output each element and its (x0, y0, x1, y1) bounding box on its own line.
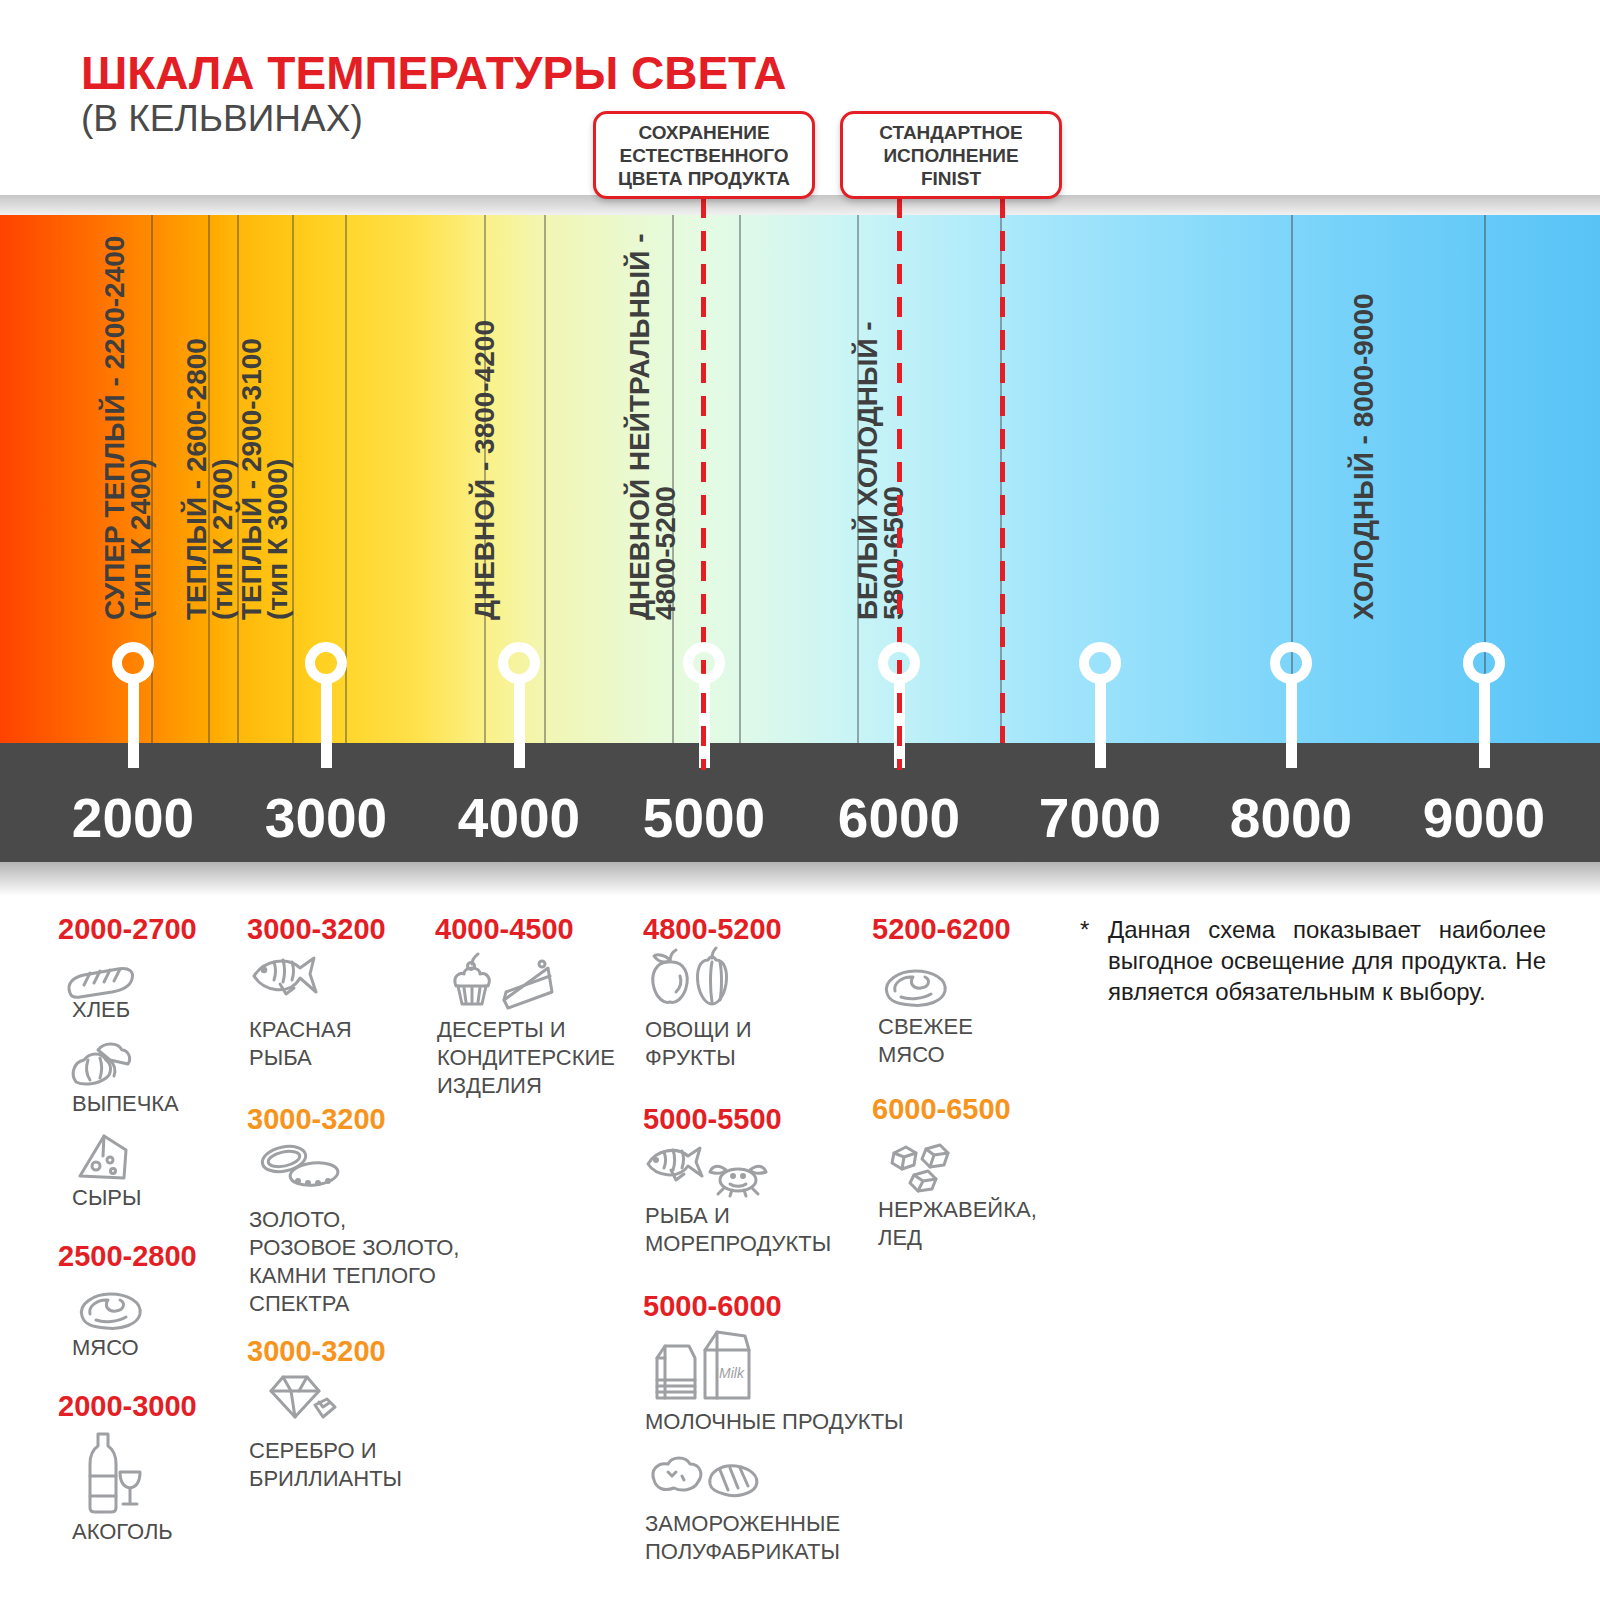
scale-marker-ring (498, 642, 540, 684)
scale-band-label: ХОЛОДНЫЙ - 8000-9000 (1351, 293, 1377, 620)
range-title: 5000-5500 (643, 1103, 782, 1136)
range-title: 2000-3000 (58, 1390, 197, 1423)
scale-band-label: СУПЕР ТЕПЛЫЙ - 2200-2400 (тип К 2400) (102, 236, 154, 620)
product-label: МОЛОЧНЫЕ ПРОДУКТЫ (645, 1408, 904, 1436)
product-label: СВЕЖЕЕ МЯСО (878, 1013, 973, 1069)
product-label: ХЛЕБ (72, 996, 130, 1024)
scale-marker-ring (878, 642, 920, 684)
scale-marker-stem (514, 682, 525, 768)
gold-rings-icon (256, 1141, 344, 1191)
croissant-icon (68, 1036, 134, 1088)
product-label: РЫБА И МОРЕПРОДУКТЫ (645, 1202, 831, 1258)
callout-connector-line (1000, 198, 1005, 743)
stainless-ice-icon (886, 1141, 964, 1195)
axis-bar-shadow (0, 862, 1600, 896)
scale-marker-ring (112, 642, 154, 684)
product-label: ЗОЛОТО, РОЗОВОЕ ЗОЛОТО, КАМНИ ТЕПЛОГО СП… (249, 1206, 459, 1318)
footnote-text: Данная схема показывает наиболее выгодно… (1108, 914, 1546, 1007)
range-title: 3000-3200 (247, 913, 386, 946)
svg-text:Milk: Milk (719, 1365, 745, 1381)
scale-marker-stem (1095, 682, 1106, 768)
range-title: 4000-4500 (435, 913, 574, 946)
range-title: 3000-3200 (247, 1335, 386, 1368)
scale-divider (544, 215, 546, 743)
scale-marker-stem (321, 682, 332, 768)
alcohol-icon (86, 1432, 142, 1516)
range-title: 6000-6500 (872, 1093, 1011, 1126)
cheese-icon (76, 1126, 130, 1182)
product-label: КРАСНАЯ РЫБА (249, 1016, 352, 1072)
scale-marker-stem (128, 682, 139, 768)
footnote-marker: * (1080, 916, 1089, 944)
range-title: 2000-2700 (58, 913, 197, 946)
product-label: НЕРЖАВЕЙКА, ЛЕД (878, 1196, 1037, 1252)
scale-marker-ring (305, 642, 347, 684)
axis-tick-label: 9000 (1364, 786, 1600, 850)
scale-marker-ring (1270, 642, 1312, 684)
range-title: 3000-3200 (247, 1103, 386, 1136)
scale-band-label: ДНЕВНОЙ НЕЙТРАЛЬНЫЙ - 4800-5200 (627, 233, 679, 620)
range-title: 2500-2800 (58, 1240, 197, 1273)
product-label: СЫРЫ (72, 1184, 142, 1212)
range-title: 4800-5200 (643, 913, 782, 946)
scale-marker-stem (1479, 682, 1490, 768)
scale-marker-ring (1079, 642, 1121, 684)
bread-icon (64, 957, 136, 1001)
frozen-icon (648, 1446, 768, 1506)
range-title: 5200-6200 (872, 913, 1011, 946)
product-label: ОВОЩИ И ФРУКТЫ (645, 1016, 752, 1072)
scale-divider (739, 215, 741, 743)
red-fish-icon (250, 950, 324, 1012)
seafood-icon (646, 1138, 768, 1200)
page-title: ШКАЛА ТЕМПЕРАТУРЫ СВЕТА (81, 46, 787, 100)
fresh-meat-icon (878, 963, 952, 1009)
scale-marker-ring (1463, 642, 1505, 684)
product-label: ДЕСЕРТЫ И КОНДИТЕРСКИЕ ИЗДЕЛИЯ (437, 1016, 615, 1100)
product-label: АКОГОЛЬ (72, 1518, 173, 1546)
vegetables-icon (646, 946, 738, 1008)
product-label: МЯСО (72, 1334, 139, 1362)
callout-connector-line (701, 198, 706, 770)
dairy-icon: Milk (653, 1328, 753, 1402)
product-label: СЕРЕБРО И БРИЛЛИАНТЫ (249, 1437, 402, 1493)
product-label: ВЫПЕЧКА (72, 1090, 179, 1118)
range-title: 5000-6000 (643, 1290, 782, 1323)
scale-band-label: ДНЕВНОЙ - 3800-4200 (472, 320, 498, 620)
scale-band-label: ТЕПЛЫЙ - 2600-2800 (тип К 2700) (184, 338, 236, 620)
scale-band-label: ТЕПЛЫЙ - 2900-3100 (тип К 3000) (239, 338, 291, 620)
callout-connector-line (897, 198, 902, 770)
diamond-icon (263, 1373, 337, 1425)
product-label: ЗАМОРОЖЕННЫЕ ПОЛУФАБРИКАТЫ (645, 1510, 840, 1566)
scale-marker-stem (1286, 682, 1297, 768)
scale-marker-ring (683, 642, 725, 684)
page-subtitle: (В КЕЛЬВИНАХ) (81, 98, 363, 140)
meat-icon (74, 1286, 146, 1332)
callout-natural-color: СОХРАНЕНИЕ ЕСТЕСТВЕННОГО ЦВЕТА ПРОДУКТА (593, 111, 815, 199)
callout-finist-standard: СТАНДАРТНОЕ ИСПОЛНЕНИЕ FINIST (840, 111, 1062, 199)
desserts-icon (446, 948, 556, 1014)
